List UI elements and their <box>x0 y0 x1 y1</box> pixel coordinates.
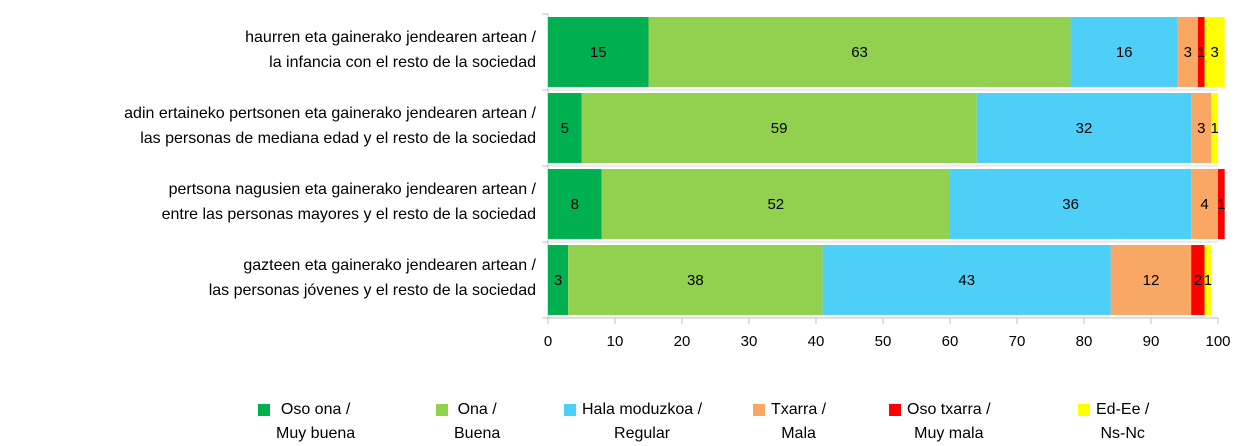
x-tick-label: 0 <box>544 333 552 350</box>
value-label: 15 <box>590 44 607 61</box>
value-label: 1 <box>1197 44 1205 61</box>
bar-segment <box>548 169 602 239</box>
legend-item: Oso txarra / Muy mala <box>889 398 991 446</box>
x-tick-label: 90 <box>1143 333 1160 350</box>
x-tick-label: 40 <box>808 333 825 350</box>
value-label: 8 <box>571 196 579 213</box>
value-label: 1 <box>1210 120 1218 137</box>
value-label: 2 <box>1194 272 1202 289</box>
bar-segment <box>1218 169 1225 239</box>
value-label: 32 <box>1076 120 1093 137</box>
legend-label: Oso txarra / Muy mala <box>907 401 991 442</box>
bar-segment <box>976 93 1192 163</box>
value-label: 3 <box>1197 120 1205 137</box>
value-label: 59 <box>771 120 788 137</box>
legend-label: Ed-Ee / Ns-Nc <box>1096 401 1150 442</box>
legend-label: Hala moduzkoa / Regular <box>582 401 703 442</box>
legend-item: Oso ona / Muy buena <box>258 398 355 446</box>
value-label: 5 <box>561 120 569 137</box>
legend-label: Ona / Buena <box>454 401 501 442</box>
bar-segment <box>950 169 1192 239</box>
legend-label: Oso ona / Muy buena <box>276 401 356 442</box>
value-label: 1 <box>1217 196 1225 213</box>
legend-swatch <box>889 404 901 416</box>
category-label: haurren eta gainerako jendearen artean /… <box>245 29 536 71</box>
legend-swatch <box>753 404 765 416</box>
value-label: 36 <box>1062 196 1079 213</box>
value-label: 1 <box>1204 272 1212 289</box>
bar-segment <box>568 245 823 315</box>
x-tick-label: 100 <box>1205 333 1230 350</box>
legend-swatch <box>436 404 448 416</box>
legend-item: Txarra / Mala <box>753 398 826 446</box>
legend-swatch <box>258 404 270 416</box>
bar-segment <box>1191 245 1205 315</box>
value-label: 38 <box>687 272 704 289</box>
value-label: 16 <box>1116 44 1133 61</box>
bar-segment <box>1204 17 1225 87</box>
value-label: 3 <box>554 272 562 289</box>
bar-segment <box>648 17 1071 87</box>
bar-segment <box>1211 93 1218 163</box>
value-label: 43 <box>958 272 975 289</box>
category-label: adin ertaineko pertsonen eta gainerako j… <box>124 105 536 147</box>
bar-segment <box>1204 245 1212 315</box>
bar-segment <box>1177 17 1198 87</box>
category-label: pertsona nagusien eta gainerako jendeare… <box>161 181 536 223</box>
x-tick-label: 70 <box>1009 333 1026 350</box>
bar-segment <box>548 93 582 163</box>
bar-segment <box>601 169 950 239</box>
legend-swatch <box>564 404 576 416</box>
x-tick-label: 80 <box>1076 333 1093 350</box>
bar-segment <box>1070 17 1178 87</box>
legend-item: Ed-Ee / Ns-Nc <box>1078 398 1149 446</box>
bar-segment <box>822 245 1111 315</box>
bar-segment <box>1191 169 1218 239</box>
x-tick-label: 10 <box>607 333 624 350</box>
x-tick-label: 20 <box>674 333 691 350</box>
value-label: 3 <box>1184 44 1192 61</box>
value-label: 52 <box>767 196 784 213</box>
value-label: 3 <box>1210 44 1218 61</box>
legend-label: Txarra / Mala <box>771 401 827 442</box>
bar-segment <box>581 93 977 163</box>
bar-segment <box>1197 17 1205 87</box>
legend-item: Hala moduzkoa / Regular <box>564 398 702 446</box>
bar-segment <box>548 17 649 87</box>
x-tick-label: 60 <box>942 333 959 350</box>
bar-segment <box>1110 245 1192 315</box>
bar-segment <box>548 245 569 315</box>
x-tick-label: 30 <box>741 333 758 350</box>
value-label: 4 <box>1200 196 1208 213</box>
value-label: 12 <box>1143 272 1160 289</box>
bar-segment <box>1191 93 1212 163</box>
legend-swatch <box>1078 404 1090 416</box>
value-label: 63 <box>851 44 868 61</box>
x-tick-label: 50 <box>875 333 892 350</box>
category-label: gazteen eta gainerako jendearen artean /… <box>208 257 536 299</box>
legend-item: Ona / Buena <box>436 398 500 446</box>
